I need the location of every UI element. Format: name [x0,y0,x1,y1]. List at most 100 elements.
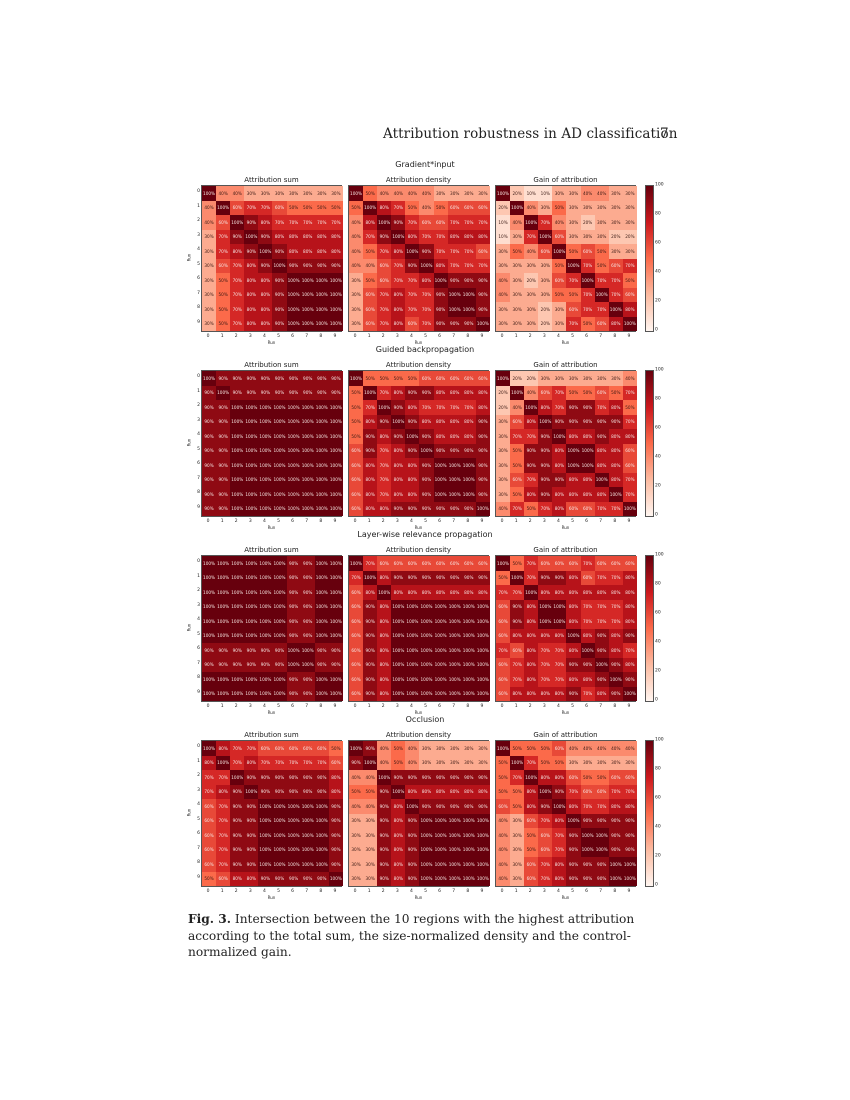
heatmap-cell: 100% [258,501,273,516]
heatmap-cell: 30% [538,371,553,386]
heatmap-cell: 100% [286,458,301,473]
heatmap-cell: 60% [349,628,364,643]
heatmap-grid: 100% 20% 20% 30% 30% 30% 30% 30% 30% 40% 20% 100% 40… [495,370,637,517]
x-axis-label: Run [561,895,570,900]
heatmap-cell: 90% [244,813,259,828]
heatmap-cell: 40% [391,186,406,201]
heatmap-cell: 30% [258,186,273,201]
heatmap-cell: 50% [216,302,231,317]
heatmap-cell: 60% [349,672,364,687]
heatmap-cell: 100% [314,287,329,302]
heatmap-cell: 80% [447,385,462,400]
colorbar-tick: 60 [655,610,661,616]
heatmap-cell: 70% [230,258,245,273]
heatmap-cell: 90% [447,316,462,331]
heatmap-cell: 90% [244,842,259,857]
x-tick: 3 [542,519,546,524]
heatmap-cell: 60% [363,287,378,302]
heatmap-cell: 100% [314,828,329,843]
heatmap-cell: 70% [594,799,609,814]
heatmap-cell: 100% [300,472,315,487]
x-tick: 1 [367,519,371,524]
x-tick: 5 [277,519,280,524]
heatmap-cell: 80% [216,784,231,799]
heatmap-cell: 100% [216,585,231,600]
heatmap-cell: 90% [328,842,343,857]
heatmap-cell: 100% [433,871,448,886]
x-ticks: 0 1 2 3 4 5 6 7 8 9 [201,889,342,894]
heatmap-cell: 100% [328,472,343,487]
heatmap-cell: 90% [244,385,259,400]
heatmap-cell: 70% [580,614,595,629]
y-tick: 9 [197,504,200,510]
heatmap-cell: 100% [216,570,231,585]
heatmap-cell: 90% [391,429,406,444]
heatmap-cell: 30% [538,258,553,273]
heatmap-cell: 90% [286,599,301,614]
heatmap-cell: 60% [496,614,511,629]
heatmap-cell: 60% [461,371,476,386]
heatmap-cell: 30% [594,200,609,215]
heatmap-cell: 90% [608,657,623,672]
heatmap-cell: 100% [419,599,434,614]
heatmap-cell: 100% [272,799,287,814]
heatmap-cell: 70% [349,570,364,585]
heatmap-cell: 70% [580,599,595,614]
heatmap-cell: 100% [244,686,259,701]
heatmap-cell: 80% [258,273,273,288]
colorbar-tick: 40 [655,454,661,460]
heatmap-cell: 60% [300,741,315,756]
heatmap-cell: 100% [524,585,539,600]
heatmap-cell: 70% [363,556,378,571]
heatmap-cell: 90% [244,215,259,230]
heatmap-cell: 80% [447,229,462,244]
heatmap-cell: 80% [622,614,637,629]
heatmap-cell: 80% [608,429,623,444]
heatmap-cell: 100% [258,400,273,415]
heatmap-cell: 70% [566,784,581,799]
heatmap-cell: 50% [391,755,406,770]
heatmap-cell: 100% [272,585,287,600]
heatmap-cell: 100% [244,672,259,687]
heatmap-cell: 50% [300,200,315,215]
heatmap-cell: 100% [433,487,448,502]
colorbar [645,740,654,887]
heatmap-cell: 90% [286,686,301,701]
heatmap-cell: 80% [328,244,343,259]
heatmap-cell: 70% [230,302,245,317]
x-tick: 0 [500,334,504,339]
heatmap-cell: 30% [496,458,511,473]
heatmap-cell: 90% [314,385,329,400]
heatmap-cell: 100% [461,686,476,701]
heatmap-cell: 90% [272,316,287,331]
x-axis-label: Run [267,895,276,900]
heatmap-cell: 80% [419,273,434,288]
heatmap-cell: 10% [496,215,511,230]
heatmap-cell: 30% [524,302,539,317]
heatmap-cell: 60% [447,200,462,215]
heatmap-cell: 100% [328,414,343,429]
heatmap-cell: 80% [566,487,581,502]
heatmap-cell: 100% [461,813,476,828]
heatmap-cell: 30% [461,186,476,201]
heatmap-cell: 100% [314,799,329,814]
heatmap-cell: 70% [594,614,609,629]
heatmap-cell: 80% [566,472,581,487]
heatmap-cell: 80% [405,458,420,473]
heatmap-cell: 100% [433,857,448,872]
colorbar-tick: 100 [655,367,664,373]
heatmap-cell: 100% [552,244,567,259]
heatmap-cell: 40% [496,842,511,857]
heatmap-cell: 30% [202,316,217,331]
heatmap-cell: 70% [244,200,259,215]
heatmap-cell: 50% [594,770,609,785]
heatmap-cell: 100% [328,487,343,502]
heatmap-cell: 100% [258,813,273,828]
x-tick: 4 [556,519,560,524]
heatmap-cell: 60% [510,643,525,658]
heatmap-cell: 80% [538,770,553,785]
heatmap-cell: 60% [363,316,378,331]
heatmap-cell: 100% [580,443,595,458]
y-tick: 4 [197,802,200,807]
heatmap-cell: 100% [314,400,329,415]
